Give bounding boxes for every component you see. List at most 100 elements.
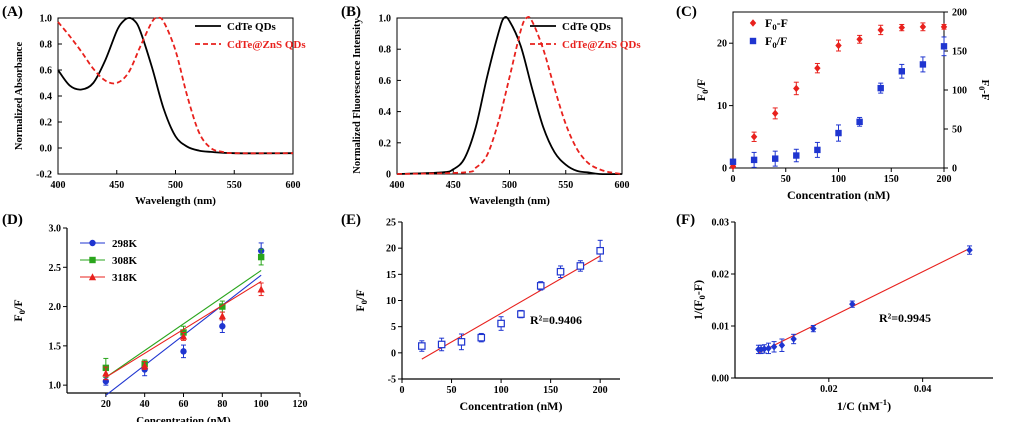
x-tick-label-d: 120 [293,399,308,410]
panel-b: (B) [341,4,361,20]
y-tick-label-d: 3.0 [49,224,62,235]
x-tick-label-b: 500 [502,180,517,191]
chart-d: 20 40 60 80 100 120 1.0 1.5 2.0 2.5 3.0 Concentrati… [11,224,308,422]
y-tick-label-b: 0 [386,170,391,181]
series-line-a [57,16,294,155]
data-point [770,343,778,351]
data-point [750,133,758,141]
data-point [919,61,927,68]
y-tick-label-b: 0.8 [379,45,392,56]
x-tick-label-e: 150 [543,385,558,396]
y-tick-label-a: 0.6 [40,66,53,77]
x-tick-label-a: 500 [168,180,183,191]
y-axis-label-e: F0​/F [353,289,369,311]
y2-tick-label-c: 0 [952,164,957,175]
x-tick-label-d: 80 [217,399,227,410]
data-point [966,246,973,254]
legend-label-c: F0​-F [765,16,788,32]
x-axis-label-c: Concentration (nM) [787,188,890,202]
x-tick-label-a: 550 [227,180,242,191]
y-tick-label-b: 0.4 [379,107,392,118]
y-tick-label-e: -5 [388,375,396,386]
y-tick-label-d: 2.5 [49,263,62,274]
data-point [772,109,779,118]
y-tick-label-d: 1.0 [49,381,62,392]
data-point [793,152,800,159]
y-tick-label-a: 0.8 [40,40,53,51]
data-point [180,348,187,355]
legend-swatch-d [89,256,96,264]
series-line-a [57,17,294,155]
x-tick-label-b: 550 [558,180,573,191]
y-tick-label-a: 1.0 [40,14,53,25]
panel-label-c: (C) [676,4,697,20]
y-tick-label-f: 0.00 [712,374,730,385]
x-tick-label-c: 0 [731,174,736,185]
data-point [772,155,779,162]
legend-label-a: CdTe@ZnS QDs [227,39,306,51]
x-axis-label-b: Wavelength (nm) [469,195,550,207]
chart-e: 0 50 100 150 200 -5 0 5 10 15 20 25 Concentration (n… [353,218,620,413]
y2-axis-label-c: F0​-F [977,79,991,100]
legend-label-d: 298K [112,238,138,250]
r-squared-annotation-f: R²=0.9945 [879,311,931,325]
data-point [814,146,821,154]
x-tick-label-b: 600 [615,180,630,191]
data-point [849,300,856,308]
x-tick-label-c: 150 [884,174,899,185]
legend-swatch-c [749,19,757,27]
data-point [814,64,821,72]
y2-tick-label-c: 200 [952,8,967,19]
data-point [556,267,565,276]
y-tick-label-e: 10 [386,296,396,307]
y-axis-label-d: F0​/F [11,299,27,321]
data-point [596,246,604,255]
data-point [257,253,265,261]
data-point [497,319,505,328]
data-point [257,285,265,293]
data-point [219,303,226,310]
data-point [576,262,585,270]
y-tick-label-b: 0.2 [379,138,392,149]
x-tick-label-c: 50 [781,174,791,185]
data-point [940,43,948,50]
data-point [877,84,884,92]
panel-d: (D) [2,212,23,228]
legend-swatch-d [89,239,96,247]
y-tick-label-e: 0 [391,348,396,359]
y-tick-label-e: 5 [391,322,396,333]
data-point [141,361,149,369]
plots-layer: 400 450 500 550 600-0.20.00.20.40.60.81.0Wav… [11,8,993,422]
fit-line-e [421,255,601,360]
x-tick-label-a: 400 [51,180,66,191]
y-tick-label-f: 0.01 [712,322,730,333]
r-squared-annotation-e: R²=0.9406 [530,313,582,327]
x-axis-label-f: 1/C (nM-1) [837,397,891,413]
y-tick-label-c: 10 [717,101,727,112]
x-tick-label-c: 200 [937,174,952,185]
y-tick-label-b: 0.6 [379,76,392,87]
data-point [810,324,817,333]
data-point [940,23,948,31]
legend-swatch-c [749,37,757,45]
y2-tick-label-c: 150 [952,47,967,58]
chart-b: 400 450 500 550 600 0 0.2 0.4 0.6 0.8 1.0 Wavelengt… [352,14,641,208]
panel-label-e: (E) [341,212,361,228]
data-point [517,310,525,318]
y2-tick-label-c: 100 [952,86,967,97]
x-tick-label-b: 450 [446,180,461,191]
fit-line-d [105,269,262,378]
data-point [877,26,884,34]
y-tick-label-f: 0.03 [712,218,730,229]
panel-f: (F) [676,212,695,228]
y-tick-label-e: 25 [386,218,396,229]
x-tick-label-d: 40 [140,399,150,410]
data-point [536,282,545,290]
panel-c: (C) [676,4,697,20]
legend-label-d: 308K [112,255,138,267]
y-tick-label-f: 0.02 [712,270,730,281]
panel-a: (A) [2,4,23,20]
y-tick-label-a: 0.2 [40,118,53,129]
x-tick-label-e: 200 [593,385,608,396]
